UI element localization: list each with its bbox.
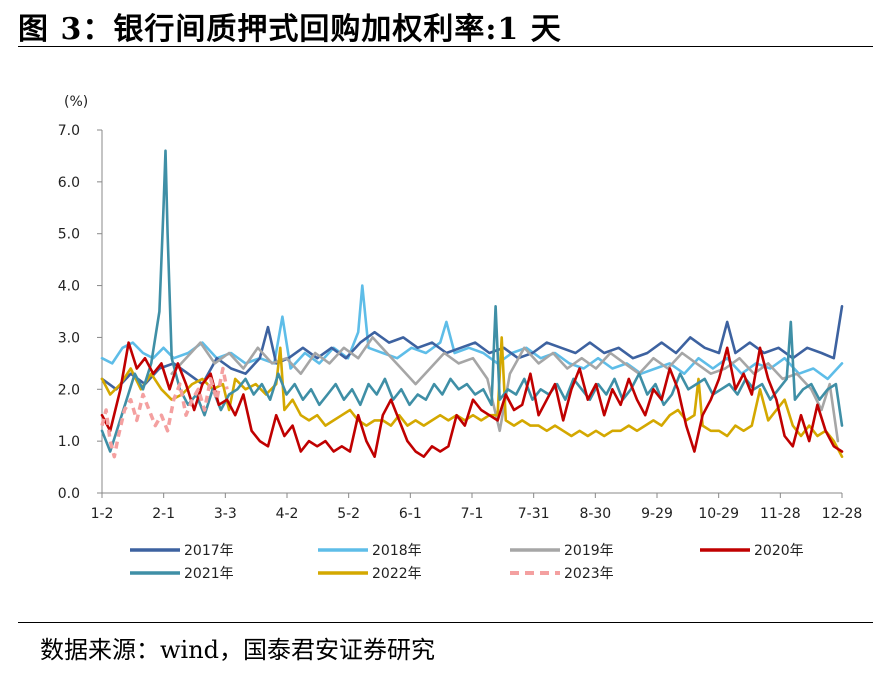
x-tick-label: 1-2 [91,506,114,522]
title-divider [18,46,873,47]
y-tick-label: 7.0 [58,123,80,139]
series-line-2019年 [170,336,840,443]
legend-label: 2021年 [184,566,234,582]
series-line-2023年 [100,366,229,459]
x-tick-label: 11-28 [760,506,801,522]
x-tick-label: 8-30 [579,506,611,522]
x-tick-label: 2-1 [152,506,175,522]
x-tick-label: 7-31 [518,506,550,522]
legend-label: 2017年 [184,543,234,559]
legend-label: 2018年 [372,543,422,559]
y-tick-label: 0.0 [58,486,80,502]
x-tick-label: 3-3 [214,506,237,522]
series-line-2017年 [100,305,844,391]
y-tick-label: 3.0 [58,330,80,346]
y-tick-label: 6.0 [58,175,80,191]
y-tick-label: 1.0 [58,434,80,450]
y-tick-label: 4.0 [58,279,80,295]
y-tick-label: 2.0 [58,382,80,398]
y-tick-label: 5.0 [58,227,80,243]
legend-label: 2023年 [564,566,614,582]
x-tick-label: 10-29 [698,506,739,522]
series-line-2021年 [100,149,844,453]
x-tick-label: 9-29 [641,506,673,522]
x-tick-label: 12-28 [822,506,863,522]
legend-label: 2022年 [372,566,422,582]
line-chart: (%) 0.0 1.0 2.0 3.0 4.0 5.0 6.0 7.0 1-2 2-1 3-3 4-2… [58,94,863,582]
series-line-2018年 [100,284,844,381]
source-divider [18,622,873,623]
data-source: 数据来源：wind，国泰君安证券研究 [40,636,436,664]
x-tick-label: 7-1 [461,506,484,522]
legend-label: 2020年 [754,543,804,559]
x-tick-label: 4-2 [276,506,299,522]
chart-title: 图 3：银行间质押式回购加权利率:1 天 [18,12,562,47]
series-line-2020年 [100,341,844,458]
x-tick-label: 6-1 [399,506,422,522]
y-unit-label: (%) [64,94,88,110]
x-tick-label: 5-2 [337,506,360,522]
legend-label: 2019年 [564,543,614,559]
